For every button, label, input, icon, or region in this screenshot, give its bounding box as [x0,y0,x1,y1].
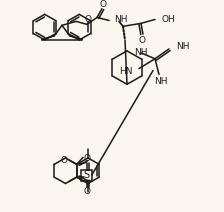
Text: O: O [83,154,90,163]
Text: O: O [83,187,90,196]
Text: O: O [84,15,91,24]
Text: O: O [61,156,68,165]
Text: OH: OH [162,15,176,24]
Text: NH: NH [154,77,168,86]
Text: S: S [84,170,90,180]
Text: O: O [138,36,146,45]
Text: HN: HN [119,67,133,76]
FancyBboxPatch shape [81,170,92,181]
Text: O: O [99,0,106,9]
Text: NH: NH [176,42,190,52]
Text: NH: NH [134,48,147,57]
Text: NH: NH [114,15,127,24]
